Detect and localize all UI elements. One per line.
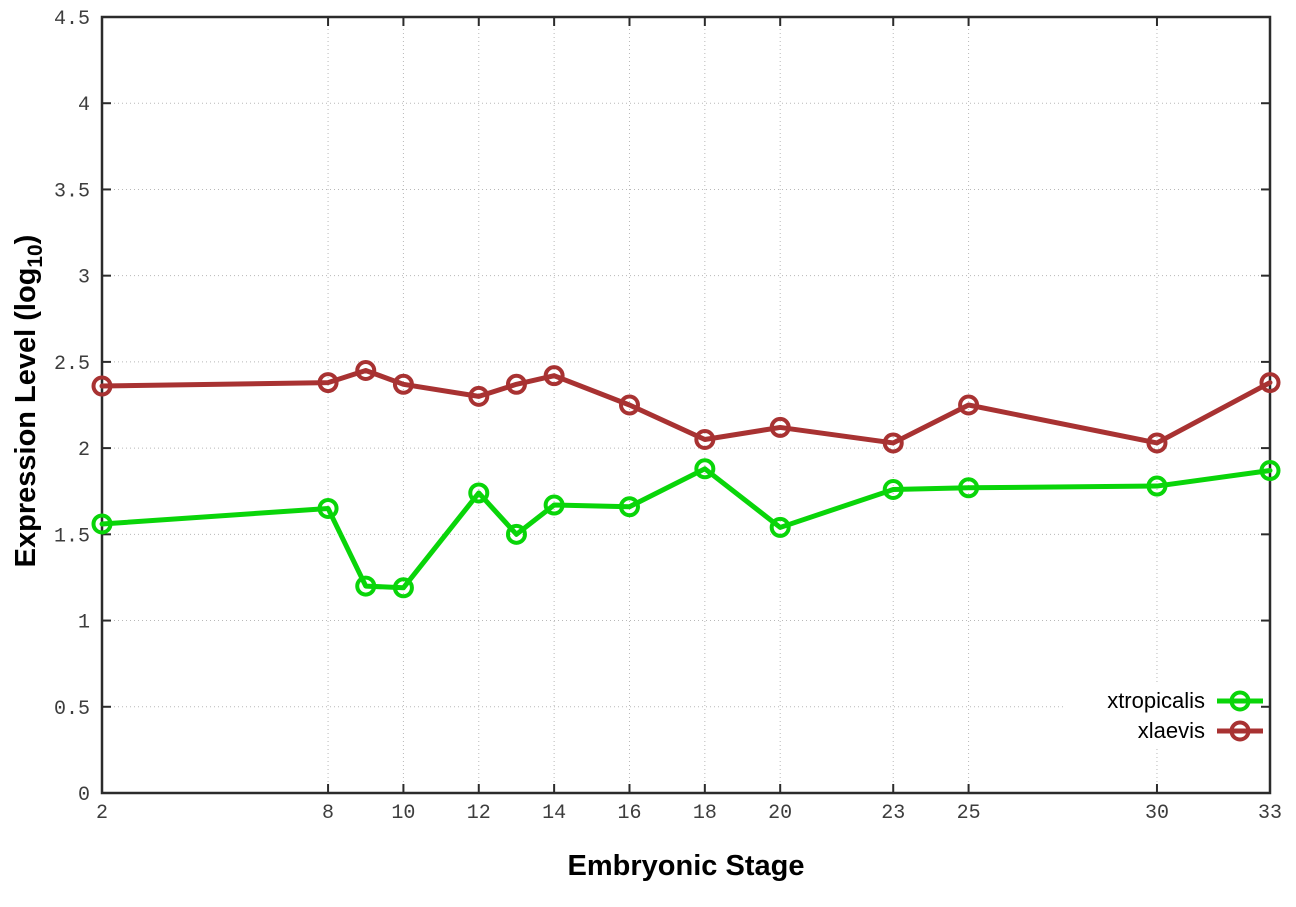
data-point [392, 577, 414, 599]
data-point [958, 477, 980, 499]
data-point [1146, 432, 1168, 454]
data-point [355, 360, 377, 382]
data-point [1259, 372, 1281, 394]
data-point [392, 373, 414, 395]
x-axis-title: Embryonic Stage [567, 850, 805, 882]
tick-labels: 2 8 10 12 14 16 18 20 23 25 30 33 0 0.5 1 1.5 2 2.5 3 3.5 4 4… [54, 8, 1282, 825]
series-line [99, 466, 1273, 591]
y-axis-title-text: Expression Level (log [10, 267, 42, 568]
x-tick-label: 23 [881, 802, 905, 825]
legend-item-xtropicalis: xtropicalis [1107, 686, 1266, 716]
x-tick-label: 2 [96, 802, 108, 825]
data-point [543, 365, 565, 387]
data-point [618, 394, 640, 416]
xlaevis-line-marker-icon [1217, 720, 1263, 742]
x-tick-label: 30 [1145, 802, 1169, 825]
x-tick-label: 14 [542, 802, 566, 825]
data-point [505, 523, 527, 545]
y-axis-title-close: ) [10, 234, 42, 245]
data-point [618, 496, 640, 518]
y-tick-label: 0 [78, 784, 90, 807]
x-tick-label: 18 [693, 802, 717, 825]
data-point [958, 394, 980, 416]
data-point [355, 575, 377, 597]
data-point [1146, 475, 1168, 497]
y-axis-title-subscript: 10 [23, 244, 47, 268]
y-tick-label: 4.5 [54, 8, 90, 31]
data-point [91, 513, 113, 535]
data-point [468, 385, 490, 407]
data-point [769, 516, 791, 538]
x-tick-label: 16 [617, 802, 641, 825]
data-point [91, 375, 113, 397]
data-point [317, 372, 339, 394]
y-tick-label: 1.5 [54, 525, 90, 548]
x-tick-label: 25 [957, 802, 981, 825]
y-tick-label: 2.5 [54, 353, 90, 376]
xtropicalis-line-marker-icon [1217, 690, 1263, 712]
x-tick-label: 20 [768, 802, 792, 825]
y-tick-label: 3 [78, 267, 90, 290]
y-tick-label: 2 [78, 439, 90, 462]
axis-ticks [101, 16, 1271, 794]
x-tick-label: 33 [1258, 802, 1282, 825]
series-line [99, 368, 1273, 446]
series-xtropicalis [91, 458, 1281, 599]
data-point [468, 482, 490, 504]
data-point [769, 416, 791, 438]
legend-label-xtropicalis: xtropicalis [1107, 688, 1205, 713]
legend-label-xlaevis: xlaevis [1137, 718, 1205, 743]
x-tick-label: 8 [322, 802, 334, 825]
y-tick-label: 1 [78, 612, 90, 635]
y-tick-label: 3.5 [54, 180, 90, 203]
data-point [1259, 460, 1281, 482]
x-tick-label: 10 [391, 802, 415, 825]
y-tick-label: 4 [78, 94, 90, 117]
data-point [505, 373, 527, 395]
legend-item-xlaevis: xlaevis [1107, 716, 1266, 746]
data-point [543, 494, 565, 516]
series-xlaevis [91, 360, 1281, 454]
legend: xtropicalis xlaevis [1107, 686, 1266, 746]
data-point [882, 478, 904, 500]
data-point [317, 497, 339, 519]
data-point [882, 432, 904, 454]
gridlines [102, 17, 1270, 793]
plot-border [100, 15, 1272, 795]
x-tick-label: 12 [467, 802, 491, 825]
data-point [694, 458, 716, 480]
data-point [694, 428, 716, 450]
y-tick-label: 0.5 [54, 698, 90, 721]
y-axis-title: Expression Level (log10) [9, 151, 47, 651]
